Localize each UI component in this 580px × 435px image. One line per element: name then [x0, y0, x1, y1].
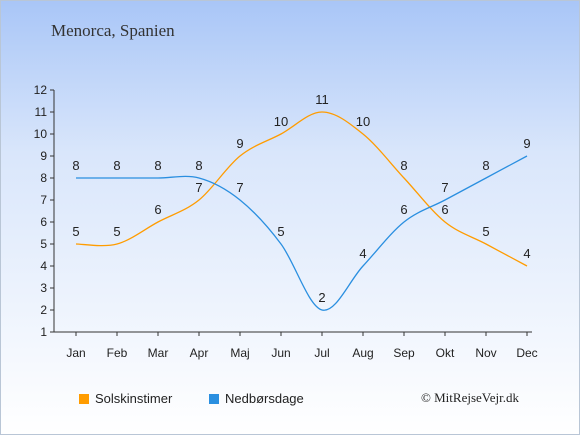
y-tick-label: 11 [35, 105, 48, 119]
data-label-0: 5 [482, 224, 489, 239]
data-label-1: 6 [400, 202, 407, 217]
legend-swatch-rain [209, 393, 219, 404]
y-tick-label: 12 [34, 83, 48, 97]
data-label-1: 7 [236, 180, 243, 195]
legend-item-rain: Nedbørsdage [209, 391, 304, 406]
y-tick-label: 7 [40, 193, 47, 207]
y-tick-label: 10 [34, 127, 48, 141]
x-tick-label: Mar [148, 346, 169, 360]
data-labels: 5 5 6 7 9 10 11 10 8 6 5 4 8 8 8 8 7 5 2 4 6 7 8 9 [72, 92, 530, 305]
data-label-0: 8 [400, 158, 407, 173]
y-tick-label: 9 [40, 149, 47, 163]
data-label-0: 5 [72, 224, 79, 239]
legend-item-sunshine: Solskinstimer [79, 391, 172, 406]
data-label-0: 10 [274, 114, 288, 129]
data-label-0: 5 [113, 224, 120, 239]
legend-label-sunshine: Solskinstimer [95, 391, 173, 406]
data-label-1: 8 [154, 158, 161, 173]
data-label-0: 6 [441, 202, 448, 217]
series-line-0 [75, 111, 528, 267]
x-tick-label: Dec [516, 346, 537, 360]
series-lines [75, 111, 528, 311]
x-tick-label: Feb [107, 346, 128, 360]
data-label-1: 2 [318, 290, 325, 305]
x-tick-label: Jul [314, 346, 329, 360]
data-label-1: 8 [482, 158, 489, 173]
x-tick-label: Sep [393, 346, 415, 360]
x-tick-label: Nov [475, 346, 496, 360]
data-label-0: 6 [154, 202, 161, 217]
y-tick-label: 1 [40, 325, 47, 339]
y-tick-label: 3 [40, 281, 47, 295]
legend-swatch-sunshine [79, 393, 89, 404]
data-label-0: 9 [236, 136, 243, 151]
y-tick-label: 4 [40, 259, 47, 273]
y-tick-label: 6 [40, 215, 47, 229]
x-tick-label: Jan [66, 346, 85, 360]
data-label-1: 8 [113, 158, 120, 173]
y-tick-label: 5 [40, 237, 47, 251]
data-label-1: 8 [195, 158, 202, 173]
data-label-0: 11 [315, 92, 329, 107]
y-tick-label: 2 [40, 303, 47, 317]
data-label-1: 4 [359, 246, 366, 261]
data-label-0: 4 [523, 246, 530, 261]
chart-title: Menorca, Spanien [51, 21, 175, 40]
data-label-0: 10 [356, 114, 370, 129]
x-tick-label: Okt [436, 346, 455, 360]
data-label-1: 9 [523, 136, 530, 151]
x-tick-label: Jun [271, 346, 290, 360]
credit-text: © MitRejseVejr.dk [421, 390, 519, 405]
data-label-1: 7 [441, 180, 448, 195]
data-label-0: 7 [195, 180, 202, 195]
y-tick-label: 8 [40, 171, 47, 185]
x-tick-label: Aug [352, 346, 373, 360]
data-label-1: 5 [277, 224, 284, 239]
legend-label-rain: Nedbørsdage [225, 391, 304, 406]
series-line-1 [75, 155, 528, 311]
x-tick-label: Maj [230, 346, 249, 360]
x-tick-label: Apr [190, 346, 209, 360]
data-label-1: 8 [72, 158, 79, 173]
